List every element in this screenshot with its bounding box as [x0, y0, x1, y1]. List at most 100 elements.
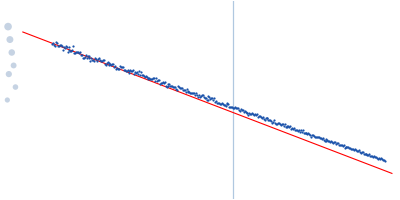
- Point: [164, 84, 171, 87]
- Point: [165, 83, 172, 86]
- Point: [167, 84, 174, 87]
- Point: [150, 76, 156, 79]
- Point: [244, 112, 251, 115]
- Point: [358, 151, 365, 154]
- Point: [354, 149, 360, 152]
- Point: [118, 65, 124, 69]
- Point: [158, 82, 164, 85]
- Point: [336, 144, 342, 147]
- Point: [111, 65, 118, 69]
- Point: [292, 128, 298, 132]
- Point: [207, 98, 214, 101]
- Point: [202, 96, 209, 99]
- Point: [97, 59, 103, 62]
- Point: [91, 59, 98, 62]
- Point: [209, 96, 216, 99]
- Point: [12, 85, 19, 89]
- Point: [58, 43, 64, 46]
- Point: [104, 61, 111, 64]
- Point: [362, 153, 369, 156]
- Point: [64, 46, 70, 49]
- Point: [72, 51, 78, 54]
- Point: [151, 77, 158, 80]
- Point: [122, 69, 129, 72]
- Point: [202, 96, 208, 99]
- Point: [89, 59, 96, 62]
- Point: [169, 84, 176, 87]
- Point: [260, 117, 267, 121]
- Point: [343, 146, 350, 149]
- Point: [170, 85, 176, 89]
- Point: [218, 102, 224, 105]
- Point: [82, 53, 89, 56]
- Point: [298, 130, 305, 133]
- Point: [67, 49, 74, 53]
- Point: [71, 52, 78, 55]
- Point: [100, 59, 106, 62]
- Point: [251, 114, 257, 117]
- Point: [76, 52, 82, 55]
- Point: [346, 147, 352, 150]
- Point: [49, 43, 56, 46]
- Point: [131, 72, 138, 76]
- Point: [335, 141, 341, 145]
- Point: [10, 64, 17, 67]
- Point: [205, 98, 212, 101]
- Point: [133, 72, 139, 75]
- Point: [286, 126, 292, 129]
- Point: [162, 84, 169, 87]
- Point: [135, 72, 141, 75]
- Point: [210, 98, 216, 101]
- Point: [182, 90, 189, 93]
- Point: [88, 56, 94, 59]
- Point: [54, 42, 60, 45]
- Point: [108, 63, 114, 66]
- Point: [107, 63, 114, 66]
- Point: [204, 94, 211, 98]
- Point: [65, 49, 72, 52]
- Point: [329, 140, 335, 144]
- Point: [320, 138, 327, 141]
- Point: [372, 155, 378, 158]
- Point: [79, 54, 85, 57]
- Point: [268, 120, 274, 123]
- Point: [363, 152, 370, 156]
- Point: [262, 118, 268, 122]
- Point: [104, 61, 110, 64]
- Point: [78, 53, 84, 57]
- Point: [66, 46, 73, 49]
- Point: [283, 124, 290, 127]
- Point: [168, 84, 174, 87]
- Point: [138, 71, 144, 74]
- Point: [57, 44, 63, 47]
- Point: [132, 70, 138, 73]
- Point: [300, 131, 307, 134]
- Point: [74, 50, 80, 54]
- Point: [180, 89, 187, 92]
- Point: [323, 139, 330, 142]
- Point: [318, 136, 324, 140]
- Point: [142, 76, 148, 79]
- Point: [80, 56, 87, 59]
- Point: [172, 85, 178, 89]
- Point: [356, 150, 363, 153]
- Point: [120, 68, 127, 71]
- Point: [313, 135, 319, 139]
- Point: [297, 130, 303, 133]
- Point: [215, 102, 221, 105]
- Point: [50, 42, 56, 45]
- Point: [193, 92, 199, 95]
- Point: [358, 151, 364, 154]
- Point: [243, 112, 250, 115]
- Point: [306, 132, 312, 135]
- Point: [242, 109, 248, 113]
- Point: [270, 121, 276, 124]
- Point: [212, 100, 218, 103]
- Point: [287, 125, 294, 128]
- Point: [102, 62, 108, 65]
- Point: [340, 144, 346, 147]
- Point: [341, 146, 348, 149]
- Point: [240, 110, 247, 113]
- Point: [331, 140, 337, 143]
- Point: [136, 70, 142, 73]
